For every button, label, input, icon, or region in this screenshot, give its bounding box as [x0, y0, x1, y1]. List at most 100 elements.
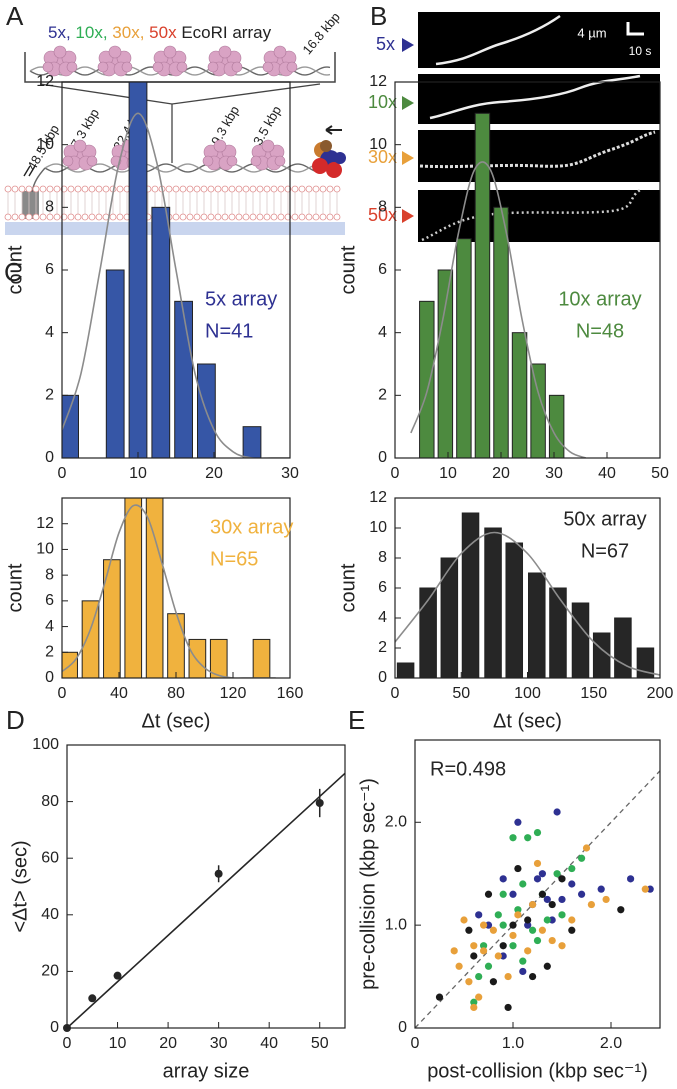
- x-tick-label: 0: [391, 465, 400, 482]
- point: [475, 972, 483, 981]
- row-marker: [402, 151, 414, 165]
- x-tick-label: 120: [220, 685, 247, 702]
- lipid-head: [263, 185, 271, 193]
- plot-area: [62, 82, 290, 458]
- lipid-head: [116, 213, 124, 221]
- lipid-head: [298, 213, 306, 221]
- point: [529, 972, 537, 981]
- row-marker: [402, 38, 414, 52]
- chart: 0 10 20 30 0 2 4 6 8 10 12 count 5x array N=41: [4, 73, 299, 482]
- y-axis-label: count: [4, 245, 26, 294]
- fit-line: [395, 531, 660, 676]
- lipid-head: [319, 185, 327, 193]
- bar: [167, 613, 185, 678]
- point: [460, 916, 468, 924]
- bar: [484, 527, 502, 678]
- bracket-line: [39, 83, 321, 105]
- streak: [429, 74, 641, 120]
- lipid-head: [4, 185, 12, 193]
- support: [5, 222, 345, 235]
- x-tick-label: 0: [411, 1035, 420, 1052]
- chart: 0 10 20 30 40 50 0 20 40 60 80 100 array size <Δt> (s…: [9, 736, 346, 1082]
- chart: 0 10 20 30 40 50 0 2 4 6 8 10 12 count 10x array N=48: [337, 73, 669, 482]
- bar: [174, 300, 193, 458]
- point: [543, 895, 551, 904]
- point: [475, 911, 483, 919]
- lipid-head: [67, 185, 75, 193]
- point: [533, 936, 542, 945]
- lipid-head: [165, 185, 173, 193]
- panel-letter: C: [4, 257, 23, 287]
- protein: [176, 61, 188, 73]
- protein: [97, 61, 109, 73]
- lipid-head: [4, 213, 12, 221]
- point: [568, 926, 576, 934]
- lipid-head: [214, 185, 222, 193]
- x-tick-label: 40: [260, 1035, 278, 1052]
- x-tick-label: 2.0: [600, 1035, 622, 1052]
- point: [480, 947, 488, 955]
- point: [494, 911, 502, 919]
- x-tick-label: 80: [167, 685, 185, 702]
- panel-letter: A: [6, 1, 24, 31]
- break-mark: [23, 165, 36, 177]
- y-tick-label: 2: [45, 387, 54, 404]
- bar: [505, 542, 524, 678]
- point: [519, 880, 527, 888]
- bar: [511, 332, 528, 458]
- bar: [549, 587, 567, 678]
- point: [617, 906, 625, 914]
- row-label: 30x: [368, 147, 397, 167]
- point: [450, 947, 458, 955]
- x-tick-label: 20: [205, 465, 223, 482]
- plot-frame: [61, 497, 291, 679]
- row-label: 10x: [368, 92, 397, 112]
- lipid-head: [200, 213, 208, 221]
- y-tick-label: 12: [36, 515, 54, 532]
- annotation: N=65: [210, 548, 258, 570]
- panel-a-diagram: 16.8 kbp 48.5 kbp 27.3 kbp 22.4 kbp 9.3 …: [4, 9, 346, 235]
- lipid-head: [256, 213, 264, 221]
- lipid-head: [214, 213, 222, 221]
- point: [514, 911, 522, 919]
- point: [627, 875, 635, 883]
- plot-frame: [61, 81, 291, 459]
- kymograph: [418, 190, 660, 242]
- y-tick-label: 4: [378, 609, 387, 626]
- point: [597, 885, 605, 893]
- point: [504, 972, 512, 981]
- lipid-head: [326, 213, 334, 221]
- scale-label: 10 s: [629, 44, 652, 58]
- point: [480, 942, 488, 950]
- y-tick-label: 6: [45, 592, 54, 609]
- point: [538, 870, 547, 878]
- bar: [461, 512, 480, 678]
- protein: [218, 45, 232, 59]
- y-tick-label: 6: [378, 579, 387, 596]
- lipid-head: [305, 213, 313, 221]
- y-axis-label: count: [337, 563, 359, 612]
- bar: [571, 602, 590, 678]
- lipid-head: [67, 213, 75, 221]
- point: [641, 885, 649, 893]
- x-tick-label: 50: [311, 1035, 329, 1052]
- point: [509, 942, 517, 950]
- point: [484, 962, 493, 970]
- point: [538, 890, 547, 898]
- protein: [86, 155, 98, 167]
- bar: [456, 238, 472, 458]
- y-tick-label: 0: [50, 1019, 59, 1036]
- bar: [614, 617, 632, 678]
- point: [499, 875, 507, 883]
- lipid-head: [270, 185, 278, 193]
- lipid-head: [249, 213, 257, 221]
- lipid-head: [312, 213, 320, 221]
- bar: [128, 82, 148, 458]
- lipid-head: [221, 185, 229, 193]
- x-axis-label: post-collision (kbp sec⁻¹): [427, 1060, 648, 1082]
- bar: [252, 638, 271, 678]
- lipid-head: [228, 213, 236, 221]
- point: [214, 869, 223, 878]
- point: [529, 926, 537, 934]
